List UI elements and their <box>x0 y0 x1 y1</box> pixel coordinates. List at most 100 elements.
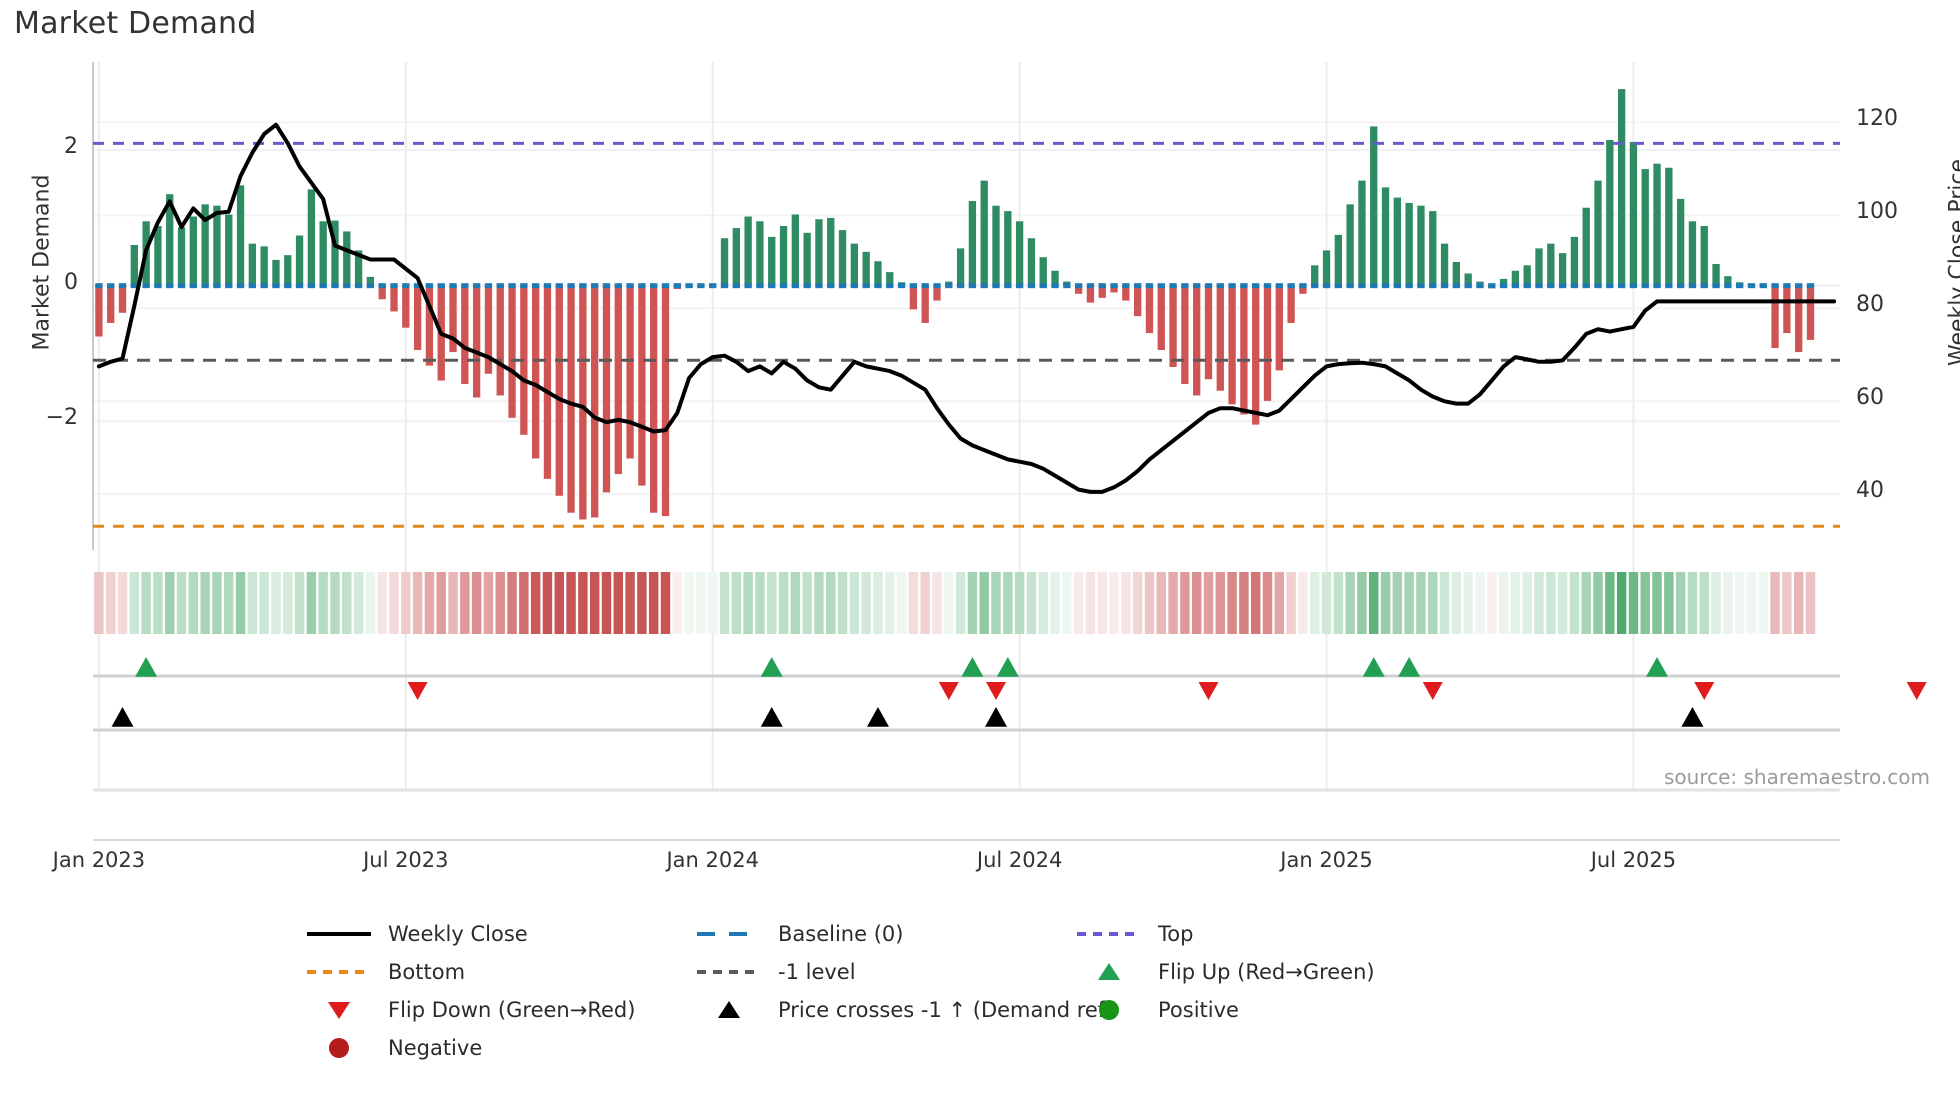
demand-bar-negative <box>95 285 103 337</box>
legend-row: Negative <box>0 1029 1960 1067</box>
demand-bar-negative <box>496 285 504 396</box>
demand-bar-positive <box>1464 273 1472 286</box>
legend-key-circle <box>1099 1000 1119 1020</box>
legend-item-label: Top <box>1158 922 1194 946</box>
heatmap-strip-cell <box>1239 572 1249 634</box>
heatmap-strip-cell <box>377 572 387 634</box>
demand-bar-positive <box>1641 169 1649 286</box>
heatmap-strip-cell <box>401 572 411 634</box>
demand-bar-positive <box>1617 89 1626 286</box>
legend-item[interactable]: Top <box>1070 915 1470 953</box>
legend-item[interactable]: -1 level <box>690 953 1070 991</box>
heatmap-strip-cell <box>247 572 258 634</box>
legend-item[interactable]: Weekly Close <box>300 915 690 953</box>
heatmap-strip-cell <box>412 572 423 634</box>
legend-item[interactable]: Price crosses -1 ↑ (Demand ref) <box>690 991 1113 1029</box>
demand-bar-positive <box>1724 276 1732 286</box>
demand-bar-negative <box>1157 285 1165 351</box>
flip-up-marker <box>1646 657 1669 677</box>
legend-item[interactable]: Negative <box>300 1029 690 1067</box>
heatmap-strip-cell <box>1156 572 1166 634</box>
legend-item[interactable]: Flip Down (Green→Red) <box>300 991 690 1029</box>
demand-bar-positive <box>166 194 174 286</box>
heatmap-strip-cell <box>1215 572 1226 634</box>
heatmap-strip-cell <box>1569 572 1580 634</box>
heatmap-strip-cell <box>1664 572 1674 634</box>
heatmap-strip-cell <box>1369 572 1379 634</box>
heatmap-strip-cell <box>696 572 706 634</box>
legend-item[interactable]: Positive <box>1070 991 1470 1029</box>
heatmap-strip-cell <box>212 572 222 634</box>
demand-bar-positive <box>779 226 788 286</box>
heatmap-strip-cell <box>896 572 907 634</box>
heatmap-strip-cell <box>471 572 482 634</box>
demand-bar-negative <box>1228 285 1236 405</box>
demand-bar-negative <box>1783 285 1791 334</box>
demand-bar-negative <box>661 285 670 517</box>
heatmap-strip-cell <box>542 572 553 634</box>
demand-bar-positive <box>992 205 1000 286</box>
legend-row: Bottom -1 level Flip Up (Red→Green) <box>0 953 1960 991</box>
heatmap-strip-cell <box>1097 572 1107 634</box>
heatmap-strip-cell <box>1734 572 1745 634</box>
heatmap-strip-cell <box>1073 572 1084 634</box>
demand-bar-positive <box>732 228 740 286</box>
demand-bar-positive <box>354 250 363 286</box>
heatmap-strip-cell <box>1392 572 1403 634</box>
demand-bar-negative <box>1795 285 1803 353</box>
legend-row: Flip Down (Green→Red) Price crosses -1 ↑ … <box>0 991 1960 1029</box>
demand-bar-positive <box>295 235 304 286</box>
demand-bar-negative <box>449 285 457 353</box>
heatmap-strip-cell <box>814 572 824 634</box>
heatmap-strip-cell <box>625 572 635 634</box>
demand-bar-negative <box>1098 285 1106 298</box>
heatmap-strip-cell <box>648 572 659 634</box>
x-axis-tick-label: Jul 2023 <box>363 848 449 872</box>
demand-bar-negative <box>1771 285 1779 349</box>
heatmap-strip-cell <box>1616 572 1627 634</box>
heatmap-strip-cell <box>885 572 895 634</box>
heatmap-strip-cell <box>294 572 305 634</box>
heatmap-strip-cell <box>1593 572 1603 634</box>
demand-bar-negative <box>1181 285 1189 384</box>
heatmap-strip-cell <box>1723 572 1733 634</box>
heatmap-strip-cell <box>684 572 694 634</box>
demand-bar-positive <box>744 216 752 286</box>
heatmap-strip-cell <box>342 572 352 634</box>
heatmap-strip-cell <box>1782 572 1792 634</box>
heatmap-strip-cell <box>389 572 399 634</box>
demand-bar-positive <box>1499 278 1508 286</box>
flip-up-marker <box>1362 657 1385 677</box>
heatmap-strip-cell <box>1510 572 1521 634</box>
demand-bar-positive <box>319 221 327 286</box>
demand-bar-positive <box>1688 221 1697 286</box>
heatmap-strip-cell <box>908 572 919 634</box>
legend-item[interactable]: Baseline (0) <box>690 915 1070 953</box>
demand-bar-negative <box>1299 285 1307 294</box>
price-cross-marker <box>866 707 889 727</box>
demand-bar-negative <box>1074 285 1083 294</box>
heatmap-strip-cell <box>530 572 541 634</box>
heatmap-strip-cell <box>1699 572 1709 634</box>
flip-down-marker <box>407 682 428 700</box>
heatmap-strip-cell <box>1357 572 1367 634</box>
legend-item-label: Baseline (0) <box>778 922 904 946</box>
demand-bar-positive <box>1027 238 1036 286</box>
demand-bar-negative <box>402 285 410 328</box>
legend-key <box>300 1035 378 1061</box>
legend-item[interactable]: Flip Up (Red→Green) <box>1070 953 1470 991</box>
x-axis-tick-label: Jan 2023 <box>52 848 146 872</box>
heatmap-strip-cell <box>519 572 529 634</box>
heatmap-strip-cell <box>1286 572 1296 634</box>
heatmap-strip-cell <box>1770 572 1780 634</box>
heatmap-strip-cell <box>1003 572 1013 634</box>
heatmap-strip-cell <box>991 572 1001 634</box>
heatmap-strip-cell <box>271 572 281 634</box>
demand-bar-negative <box>579 285 587 520</box>
demand-bar-positive <box>1322 250 1331 286</box>
legend-item[interactable]: Bottom <box>300 953 690 991</box>
legend-item-label: Flip Down (Green→Red) <box>388 998 636 1022</box>
heatmap-strip-cell <box>1380 572 1391 634</box>
legend-key-triangle-down <box>328 1002 350 1019</box>
